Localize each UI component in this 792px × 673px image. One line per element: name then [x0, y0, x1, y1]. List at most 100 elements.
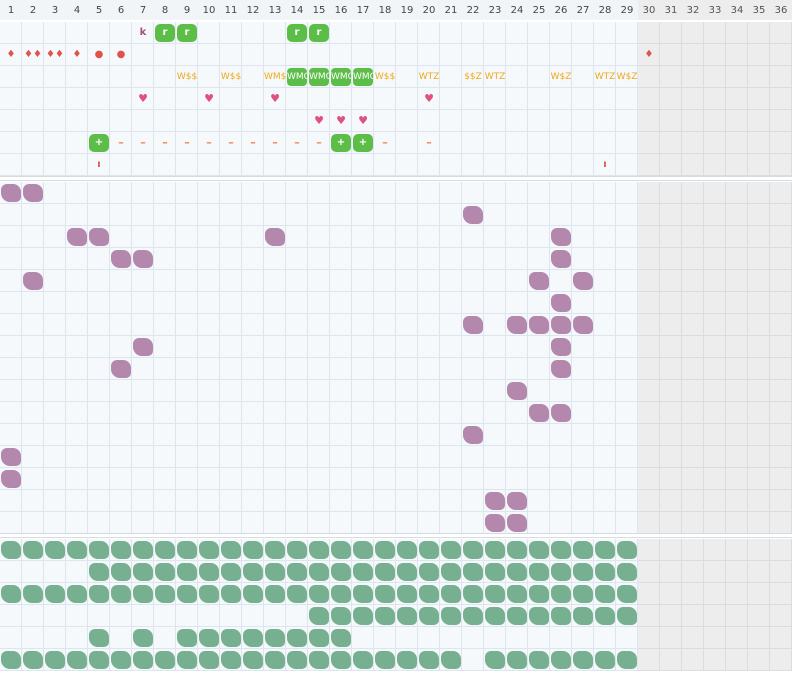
middle-grid-cell[interactable] [770, 182, 792, 204]
middle-grid-cell[interactable] [88, 292, 110, 314]
top-grid-cell[interactable] [286, 44, 308, 66]
top-grid-cell[interactable] [594, 132, 616, 154]
purple-block[interactable] [67, 228, 87, 246]
top-grid-cell[interactable] [264, 66, 286, 88]
purple-block[interactable] [529, 316, 549, 334]
middle-grid-cell[interactable] [506, 468, 528, 490]
top-grid-cell[interactable] [242, 22, 264, 44]
middle-grid-cell[interactable] [198, 226, 220, 248]
bottom-grid-cell[interactable] [748, 605, 770, 627]
green-block[interactable] [419, 541, 439, 559]
top-grid-cell[interactable] [616, 88, 638, 110]
middle-grid-cell[interactable] [44, 424, 66, 446]
middle-grid-cell[interactable] [220, 512, 242, 534]
column-header-32[interactable]: 32 [682, 0, 704, 20]
middle-grid-cell[interactable] [682, 336, 704, 358]
middle-grid-cell[interactable] [440, 512, 462, 534]
top-grid-cell[interactable] [66, 154, 88, 176]
middle-grid-cell[interactable] [726, 336, 748, 358]
middle-grid-cell[interactable] [682, 424, 704, 446]
green-block[interactable] [1, 585, 21, 603]
green-block[interactable] [573, 563, 593, 581]
middle-grid-cell[interactable] [396, 270, 418, 292]
top-grid-cell[interactable] [660, 154, 682, 176]
middle-grid-cell[interactable] [176, 292, 198, 314]
purple-block[interactable] [1, 470, 21, 488]
middle-grid-cell[interactable] [44, 204, 66, 226]
middle-grid-cell[interactable] [66, 468, 88, 490]
middle-grid-cell[interactable] [22, 490, 44, 512]
top-grid-cell[interactable] [440, 66, 462, 88]
bottom-grid-cell[interactable] [110, 605, 132, 627]
green-block[interactable] [221, 563, 241, 581]
middle-grid-cell[interactable] [616, 424, 638, 446]
middle-grid-cell[interactable] [88, 468, 110, 490]
middle-grid-cell[interactable] [506, 446, 528, 468]
green-block[interactable] [287, 585, 307, 603]
middle-grid-cell[interactable] [308, 358, 330, 380]
middle-grid-cell[interactable] [572, 226, 594, 248]
middle-grid-cell[interactable] [528, 292, 550, 314]
middle-grid-cell[interactable] [374, 314, 396, 336]
green-block[interactable] [419, 607, 439, 625]
green-block[interactable] [45, 541, 65, 559]
middle-grid-cell[interactable] [242, 226, 264, 248]
middle-grid-cell[interactable] [418, 424, 440, 446]
top-grid-cell[interactable] [704, 66, 726, 88]
middle-grid-cell[interactable] [770, 292, 792, 314]
middle-grid-cell[interactable] [770, 358, 792, 380]
green-block[interactable] [397, 607, 417, 625]
purple-block[interactable] [265, 228, 285, 246]
top-grid-cell[interactable] [572, 110, 594, 132]
green-block[interactable] [441, 541, 461, 559]
middle-grid-cell[interactable] [506, 358, 528, 380]
green-block[interactable] [1, 651, 21, 669]
middle-grid-cell[interactable] [484, 336, 506, 358]
top-grid-cell[interactable] [638, 22, 660, 44]
green-block[interactable] [485, 651, 505, 669]
top-grid-cell[interactable] [88, 88, 110, 110]
middle-grid-cell[interactable] [682, 182, 704, 204]
green-block[interactable] [463, 585, 483, 603]
r-badge[interactable]: r [177, 24, 197, 42]
middle-grid-cell[interactable] [682, 402, 704, 424]
middle-grid-cell[interactable] [352, 402, 374, 424]
green-block[interactable] [199, 585, 219, 603]
bottom-grid-cell[interactable] [198, 605, 220, 627]
middle-grid-cell[interactable] [66, 182, 88, 204]
middle-grid-cell[interactable] [132, 446, 154, 468]
middle-grid-cell[interactable] [154, 226, 176, 248]
middle-grid-cell[interactable] [528, 468, 550, 490]
bottom-grid-cell[interactable] [66, 605, 88, 627]
column-header-10[interactable]: 10 [198, 0, 220, 20]
green-block[interactable] [221, 541, 241, 559]
middle-grid-cell[interactable] [264, 424, 286, 446]
middle-grid-cell[interactable] [176, 204, 198, 226]
code-label[interactable]: WTZ [594, 72, 616, 82]
purple-block[interactable] [529, 404, 549, 422]
middle-grid-cell[interactable] [682, 358, 704, 380]
middle-grid-cell[interactable] [418, 204, 440, 226]
middle-grid-cell[interactable] [506, 424, 528, 446]
middle-grid-cell[interactable] [748, 468, 770, 490]
middle-grid-cell[interactable] [308, 204, 330, 226]
purple-block[interactable] [23, 184, 43, 202]
top-grid-cell[interactable] [0, 88, 22, 110]
middle-grid-cell[interactable] [154, 402, 176, 424]
middle-grid-cell[interactable] [396, 468, 418, 490]
bottom-grid-cell[interactable] [748, 561, 770, 583]
top-grid-cell[interactable] [770, 132, 792, 154]
green-block[interactable] [595, 563, 615, 581]
middle-grid-cell[interactable] [572, 380, 594, 402]
middle-grid-cell[interactable] [704, 292, 726, 314]
top-grid-cell[interactable] [352, 110, 374, 132]
top-grid-cell[interactable] [418, 88, 440, 110]
middle-grid-cell[interactable] [682, 446, 704, 468]
green-block[interactable] [265, 563, 285, 581]
middle-grid-cell[interactable] [330, 402, 352, 424]
middle-grid-cell[interactable] [88, 402, 110, 424]
green-block[interactable] [287, 629, 307, 647]
bottom-grid-cell[interactable] [770, 539, 792, 561]
middle-grid-cell[interactable] [572, 512, 594, 534]
middle-grid-cell[interactable] [528, 380, 550, 402]
